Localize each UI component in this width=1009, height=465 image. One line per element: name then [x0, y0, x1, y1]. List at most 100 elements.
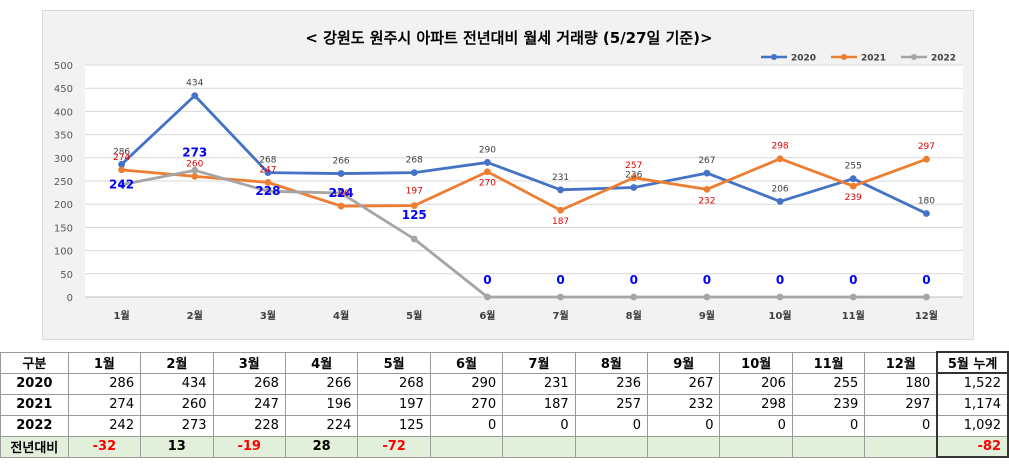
table-cell: 270 [429, 393, 504, 416]
legend-marker [771, 54, 777, 60]
data-label-2021: 297 [918, 142, 935, 152]
table-header-cell: 6월 [429, 351, 504, 374]
data-label-2021: 270 [479, 179, 496, 189]
data-label-2021: 232 [698, 196, 715, 206]
y-tick-label: 350 [54, 131, 73, 142]
table-header-cell: 5월 누계 [936, 351, 1009, 374]
x-tick-label: 1월 [113, 310, 129, 322]
table-row-diff: 전년대비 -32 13 -19 28 -72 -82 [0, 435, 1009, 458]
table-cell: 0 [864, 414, 938, 437]
table-cell: 197 [357, 393, 431, 416]
data-point-2021 [776, 155, 784, 163]
data-label-2020: 255 [845, 162, 862, 172]
x-tick-label: 4월 [333, 310, 349, 322]
table-cell: 268 [212, 372, 286, 395]
table-header-cell: 5월 [357, 351, 431, 374]
table-cell: 231 [502, 372, 576, 395]
table-cell [791, 435, 866, 458]
data-label-2021: 187 [552, 217, 569, 227]
data-label-2020: 267 [698, 156, 715, 166]
data-point-2021 [118, 166, 125, 174]
data-point-2021 [264, 178, 272, 186]
data-label-2022: 0 [849, 273, 857, 287]
data-label-2020: 290 [479, 145, 496, 155]
data-point-2022 [703, 293, 711, 301]
data-label-2022: 0 [483, 273, 491, 287]
data-label-2022: 273 [182, 145, 207, 159]
data-label-2022: 0 [776, 273, 784, 287]
data-label-2020: 266 [332, 157, 349, 167]
data-label-2020: 180 [918, 196, 935, 206]
legend-label: 2022 [931, 54, 956, 64]
table-cell: 1,174 [936, 393, 1009, 416]
data-label-2021: 197 [406, 187, 423, 197]
x-tick-label: 10월 [769, 310, 792, 322]
legend-marker [841, 54, 847, 60]
table-cell: 257 [574, 393, 649, 416]
data-point-2020 [337, 170, 345, 177]
x-tick-label: 11월 [842, 310, 865, 322]
table-cell: 0 [574, 414, 649, 437]
data-label-2022: 0 [556, 273, 564, 287]
row-label: 2020 [0, 372, 69, 395]
data-point-2022 [191, 166, 199, 174]
data-point-2022 [849, 293, 857, 301]
data-point-2021 [191, 172, 199, 180]
data-label-2020: 206 [771, 184, 788, 194]
data-point-2021 [557, 206, 564, 214]
table-cell: 1,522 [936, 372, 1009, 395]
data-point-2020 [849, 175, 857, 183]
table-cell: 0 [647, 414, 721, 437]
table-cell: 247 [212, 393, 286, 416]
table-cell [574, 435, 649, 458]
table-cell: 28 [284, 435, 359, 458]
x-tick-label: 9월 [699, 310, 715, 322]
data-point-2022 [337, 189, 345, 197]
data-point-2021 [630, 174, 638, 182]
table-cell: 236 [574, 372, 649, 395]
table-cell: 267 [647, 372, 721, 395]
data-label-2020: 286 [113, 147, 130, 157]
table-cell: 298 [719, 393, 793, 416]
table-cell: 286 [67, 372, 142, 395]
data-label-2021: 247 [259, 165, 276, 175]
table-cell: 228 [212, 414, 286, 437]
x-tick-label: 8월 [626, 310, 642, 322]
table-cell: 180 [864, 372, 938, 395]
table-cell: 266 [284, 372, 359, 395]
data-label-2021: 260 [186, 159, 203, 169]
data-point-2022 [776, 293, 784, 301]
series-line-2021 [121, 157, 927, 212]
y-tick-label: 100 [54, 247, 73, 258]
y-tick-label: 200 [54, 200, 73, 211]
data-point-2020 [923, 210, 930, 217]
table-cell: -32 [67, 435, 142, 458]
x-tick-label: 7월 [552, 310, 568, 322]
data-label-2020: 236 [625, 170, 642, 180]
table-cell: 187 [502, 393, 576, 416]
data-point-2021 [337, 202, 345, 210]
table-cell: 290 [429, 372, 504, 395]
chart-area: < 강원도 원주시 아파트 전년대비 월세 거래량 (5/27일 기준)> 20… [42, 10, 974, 340]
row-label: 2022 [0, 414, 69, 437]
table-row: 2022 242 273 228 224 125 0 0 0 0 0 0 0 1,092 [0, 414, 1009, 437]
table-cell: 297 [864, 393, 938, 416]
table-cell: 206 [719, 372, 793, 395]
y-tick-label: 500 [54, 61, 73, 72]
table-header-cell: 7월 [502, 351, 576, 374]
table-header-cell: 9월 [647, 351, 721, 374]
y-tick-label: 450 [54, 84, 73, 95]
row-label: 전년대비 [0, 435, 69, 458]
data-labels: 286 434 268 266 268 290 231 236 267 206 255 180 274 2… [109, 79, 935, 287]
data-label-2022: 228 [255, 184, 280, 198]
table-cell: -72 [357, 435, 431, 458]
table-cell: 268 [357, 372, 431, 395]
x-tick-label: 3월 [260, 310, 276, 322]
y-axis: 0 50 100 150 200 250 300 350 400 450 500 [54, 61, 73, 304]
table-header-cell: 4월 [284, 351, 359, 374]
data-table: 구분 1월 2월 3월 4월 5월 6월 7월 8월 9월 10월 11월 12월 5월 누계 2020 2… [0, 351, 1009, 458]
table-cell: 260 [140, 393, 214, 416]
data-point-2022 [557, 293, 564, 301]
data-point-2020 [776, 198, 784, 205]
table-cell [719, 435, 793, 458]
